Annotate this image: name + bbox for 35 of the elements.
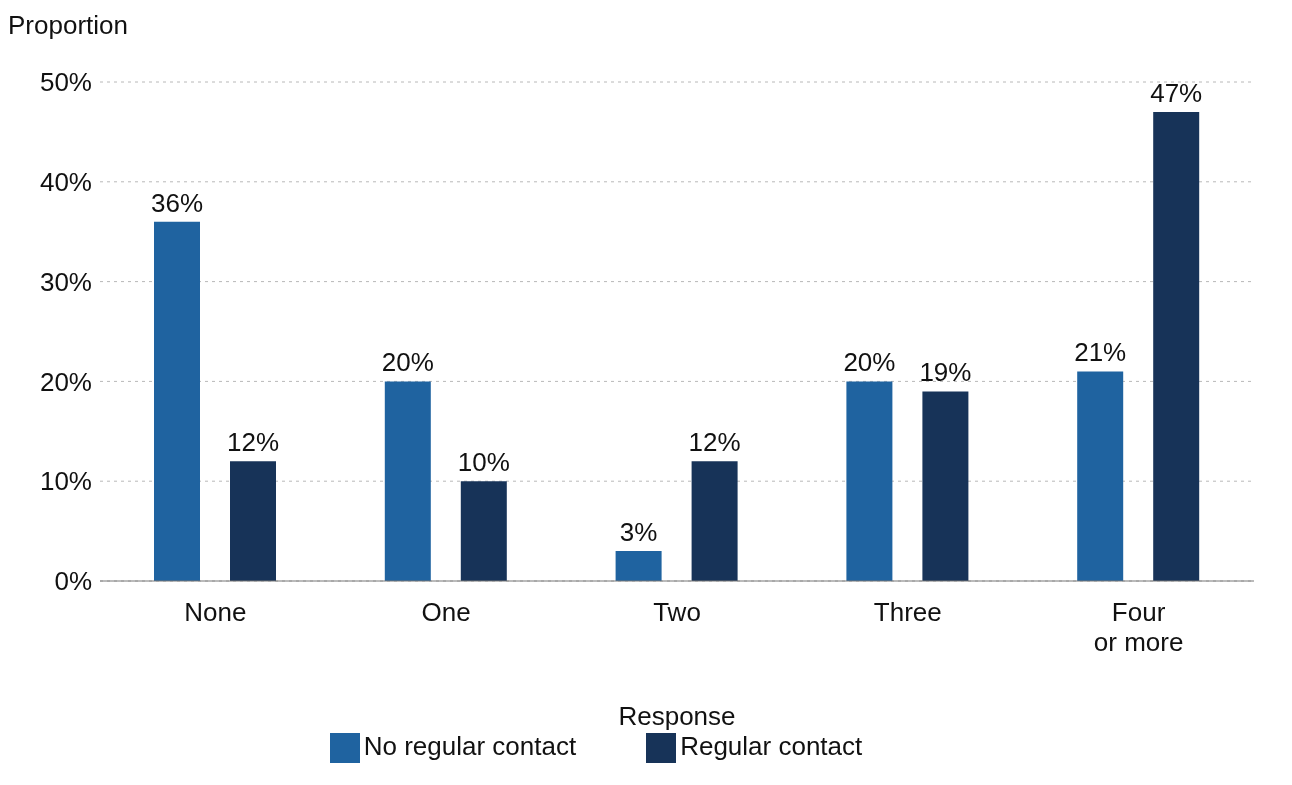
x-tick-label: Three	[873, 597, 942, 627]
y-tick-label: 0%	[54, 566, 92, 597]
bar	[384, 381, 431, 581]
y-tick-label: 20%	[39, 366, 92, 397]
x-tick-label: Two	[653, 597, 701, 627]
bar	[230, 461, 276, 581]
data-label: 47%	[1150, 77, 1203, 108]
legend-label: Regular contact	[680, 731, 863, 761]
bar	[154, 221, 200, 581]
y-tick-label: 50%	[39, 67, 92, 98]
bar	[1077, 371, 1124, 581]
data-label: 12%	[226, 427, 280, 458]
data-label: 3%	[619, 517, 658, 548]
x-tick-label: None	[184, 597, 247, 627]
data-label: 20%	[381, 347, 434, 378]
data-label: 36%	[150, 187, 204, 218]
bar	[1153, 111, 1200, 581]
bar	[691, 461, 738, 581]
y-tick-label: 10%	[39, 466, 92, 497]
x-tick-label: One	[421, 597, 471, 627]
legend-label: No regular contact	[363, 731, 577, 761]
data-label: 19%	[919, 357, 972, 388]
data-label: 21%	[1074, 337, 1127, 368]
bar	[846, 381, 893, 581]
y-tick-label: 40%	[39, 167, 92, 198]
x-tick-label: Four or more	[1093, 597, 1184, 657]
y-tick-label: 30%	[39, 266, 92, 297]
data-label: 10%	[457, 447, 510, 478]
x-axis-title: Response	[618, 701, 736, 731]
y-axis-title: Proportion	[8, 10, 128, 41]
bar	[615, 551, 662, 581]
data-label: 12%	[688, 427, 741, 458]
bar	[460, 481, 507, 581]
bar	[922, 391, 969, 581]
data-label: 20%	[843, 347, 896, 378]
